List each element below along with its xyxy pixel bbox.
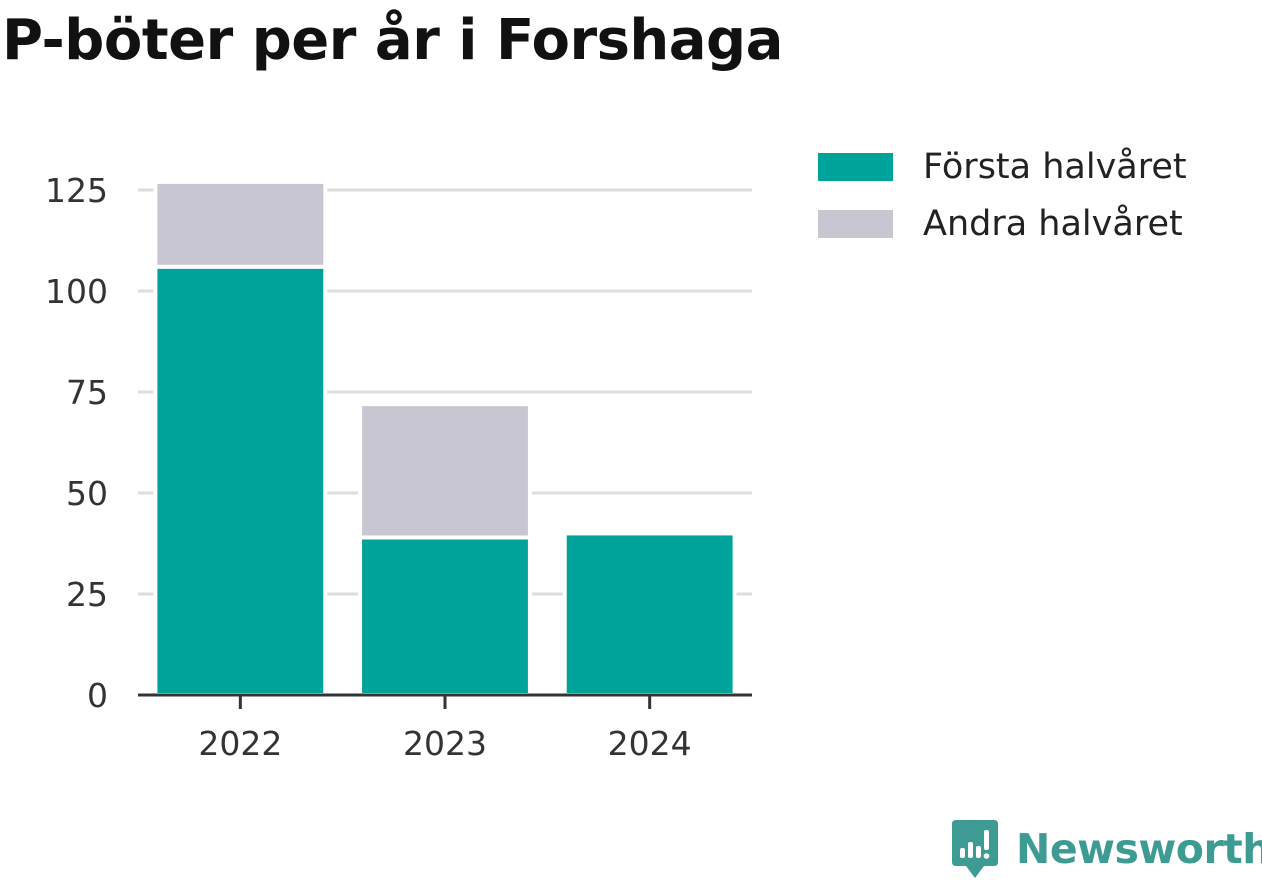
bar-2022-series-1 xyxy=(153,179,328,269)
y-tick-label: 75 xyxy=(66,373,108,412)
brand-name: Newsworthy xyxy=(1016,825,1262,873)
y-tick-label: 125 xyxy=(45,171,108,210)
bars xyxy=(153,179,737,698)
bar-2024-series-0 xyxy=(562,531,737,698)
legend-label-forsta-halvaret: Första halvåret xyxy=(923,146,1187,187)
newsworthy-brand: Newsworthy xyxy=(950,818,1262,880)
bar-2022-series-0 xyxy=(153,264,328,697)
legend-label-andra-halvaret: Andra halvåret xyxy=(923,203,1183,244)
x-tick-label: 2022 xyxy=(198,724,282,763)
x-tick-label: 2023 xyxy=(403,724,487,763)
y-tick-label: 0 xyxy=(87,676,108,715)
y-tick-label: 50 xyxy=(66,474,108,513)
bar-2023-series-0 xyxy=(358,535,532,697)
legend-item-andra-halvaret: Andra halvåret xyxy=(818,195,1187,252)
axes: 0 25 50 75 100 125 2022 2023 2024 xyxy=(45,171,752,763)
legend-item-forsta-halvaret: Första halvåret xyxy=(818,138,1187,195)
x-tick-label: 2024 xyxy=(608,724,692,763)
legend-swatch-andra-halvaret xyxy=(818,209,893,238)
legend-swatch-forsta-halvaret xyxy=(818,152,893,181)
y-tick-label: 100 xyxy=(45,272,108,311)
newsworthy-logo-icon xyxy=(952,820,998,878)
chart-title: P-böter per år i Forshaga xyxy=(2,8,783,73)
y-tick-label: 25 xyxy=(66,575,108,614)
legend: Första halvåret Andra halvåret xyxy=(818,138,1187,252)
bar-2023-series-1 xyxy=(358,402,532,540)
